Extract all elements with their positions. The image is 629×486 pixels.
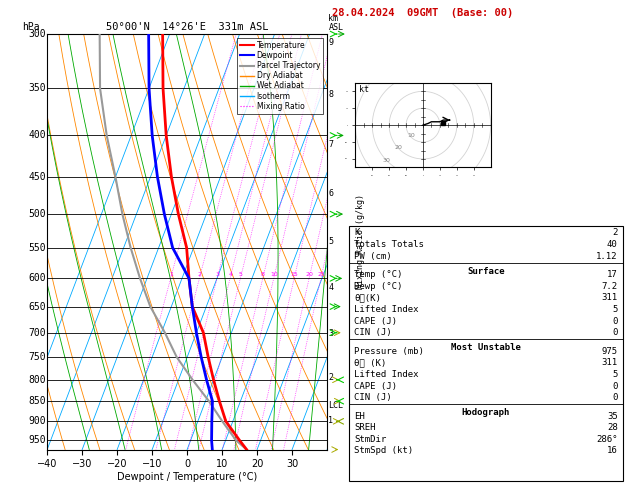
Text: 0: 0	[612, 316, 618, 326]
Text: 0: 0	[612, 382, 618, 391]
Text: PW (cm): PW (cm)	[354, 252, 392, 260]
Text: 16: 16	[607, 447, 618, 455]
Text: StmDir: StmDir	[354, 435, 386, 444]
Text: 5: 5	[238, 273, 243, 278]
Text: 30: 30	[382, 157, 391, 163]
Text: Most Unstable: Most Unstable	[451, 343, 521, 352]
Text: 9: 9	[328, 38, 333, 47]
Text: 400: 400	[28, 130, 46, 140]
Text: 286°: 286°	[596, 435, 618, 444]
Text: 28.04.2024  09GMT  (Base: 00): 28.04.2024 09GMT (Base: 00)	[332, 8, 514, 18]
Text: 2: 2	[328, 373, 333, 382]
Text: 850: 850	[28, 396, 46, 406]
Text: 300: 300	[28, 29, 46, 39]
Text: 800: 800	[28, 375, 46, 385]
Text: 40: 40	[607, 240, 618, 249]
Text: Totals Totals: Totals Totals	[354, 240, 424, 249]
Text: 1: 1	[169, 273, 173, 278]
Text: CIN (J): CIN (J)	[354, 393, 392, 402]
Text: 20: 20	[395, 145, 403, 151]
Text: Dewp (°C): Dewp (°C)	[354, 282, 403, 291]
Text: Pressure (mb): Pressure (mb)	[354, 347, 424, 356]
Text: 4: 4	[328, 283, 333, 293]
Text: 700: 700	[28, 328, 46, 338]
Text: 5: 5	[612, 370, 618, 379]
Text: 5: 5	[612, 305, 618, 314]
Text: CIN (J): CIN (J)	[354, 328, 392, 337]
Text: 1: 1	[328, 417, 333, 425]
Text: 2: 2	[612, 228, 618, 238]
Text: 311: 311	[601, 358, 618, 367]
Text: 0: 0	[612, 393, 618, 402]
Text: K: K	[354, 228, 360, 238]
Text: 4: 4	[228, 273, 232, 278]
Text: 6: 6	[328, 189, 333, 198]
Text: SREH: SREH	[354, 423, 376, 432]
Text: Lifted Index: Lifted Index	[354, 370, 419, 379]
Text: Lifted Index: Lifted Index	[354, 305, 419, 314]
Text: 10: 10	[407, 133, 415, 139]
Text: Temp (°C): Temp (°C)	[354, 270, 403, 279]
Text: 550: 550	[28, 243, 46, 253]
Text: 500: 500	[28, 209, 46, 219]
Text: 650: 650	[28, 302, 46, 312]
Title: 50°00'N  14°26'E  331m ASL: 50°00'N 14°26'E 331m ASL	[106, 22, 269, 32]
Text: 8: 8	[261, 273, 265, 278]
Text: 25: 25	[317, 273, 325, 278]
Text: CAPE (J): CAPE (J)	[354, 382, 397, 391]
Text: hPa: hPa	[22, 22, 40, 32]
Text: 975: 975	[601, 347, 618, 356]
Text: 3: 3	[328, 329, 333, 338]
Text: 1.12: 1.12	[596, 252, 618, 260]
Text: kt: kt	[359, 86, 369, 94]
Text: 8: 8	[328, 90, 333, 99]
Text: Hodograph: Hodograph	[462, 408, 510, 417]
Text: θᴄ (K): θᴄ (K)	[354, 358, 386, 367]
Text: 3: 3	[215, 273, 220, 278]
Legend: Temperature, Dewpoint, Parcel Trajectory, Dry Adiabat, Wet Adiabat, Isotherm, Mi: Temperature, Dewpoint, Parcel Trajectory…	[237, 38, 323, 114]
Text: StmSpd (kt): StmSpd (kt)	[354, 447, 413, 455]
Text: Surface: Surface	[467, 267, 504, 276]
Text: 600: 600	[28, 274, 46, 283]
Text: 950: 950	[28, 435, 46, 445]
Text: 350: 350	[28, 84, 46, 93]
Text: Mixing Ratio (g/kg): Mixing Ratio (g/kg)	[356, 194, 365, 289]
Text: 28: 28	[607, 423, 618, 432]
Text: 17: 17	[607, 270, 618, 279]
Text: EH: EH	[354, 412, 365, 421]
Text: 0: 0	[612, 328, 618, 337]
Text: CAPE (J): CAPE (J)	[354, 316, 397, 326]
Text: km
ASL: km ASL	[328, 14, 343, 32]
Text: 35: 35	[607, 412, 618, 421]
Text: 10: 10	[270, 273, 278, 278]
Text: 15: 15	[291, 273, 298, 278]
Text: 2: 2	[198, 273, 202, 278]
Text: 7.2: 7.2	[601, 282, 618, 291]
Text: 311: 311	[601, 294, 618, 302]
Text: LCL: LCL	[328, 401, 343, 410]
Text: 5: 5	[328, 237, 333, 246]
Text: 900: 900	[28, 417, 46, 426]
X-axis label: Dewpoint / Temperature (°C): Dewpoint / Temperature (°C)	[117, 472, 257, 482]
Text: θᴄ(K): θᴄ(K)	[354, 294, 381, 302]
Text: 450: 450	[28, 172, 46, 182]
Text: 7: 7	[328, 140, 333, 149]
Text: 750: 750	[28, 352, 46, 362]
Text: 20: 20	[305, 273, 313, 278]
